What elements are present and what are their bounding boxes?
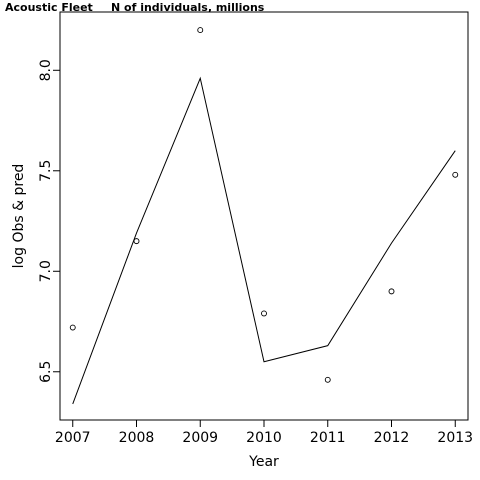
chart-title: Acoustic Fleet bbox=[5, 1, 93, 14]
series-layer bbox=[69, 27, 459, 405]
observed-point bbox=[261, 310, 267, 317]
y-tick-label: 7.5 bbox=[38, 160, 54, 182]
y-axis: 6.5 7.0 7.5 8.0 bbox=[38, 59, 60, 383]
plot-frame bbox=[59, 11, 469, 421]
x-tick-label: 2012 bbox=[374, 430, 410, 446]
observed-point bbox=[388, 288, 395, 295]
x-tick-label: 2007 bbox=[55, 430, 91, 446]
x-tick-label: 2008 bbox=[119, 430, 155, 446]
y-axis-label: log Obs & pred bbox=[11, 164, 27, 269]
x-axis: 2007 2008 2009 2010 2011 2012 2013 bbox=[55, 420, 473, 446]
observed-point bbox=[197, 27, 204, 34]
x-tick-label: 2009 bbox=[182, 430, 218, 446]
x-axis-label: Year bbox=[248, 454, 279, 470]
chart-subtitle: N of individuals, millions bbox=[111, 1, 265, 14]
x-tick-label: 2010 bbox=[246, 430, 282, 446]
y-tick-label: 8.0 bbox=[38, 59, 54, 81]
y-tick-label: 6.5 bbox=[38, 361, 54, 383]
observed-point bbox=[452, 171, 459, 178]
y-tick-label: 7.0 bbox=[38, 260, 54, 282]
observed-point bbox=[133, 238, 140, 245]
x-tick-label: 2011 bbox=[310, 430, 346, 446]
observed-point bbox=[324, 376, 331, 383]
observed-point bbox=[69, 324, 76, 331]
predicted-line bbox=[72, 76, 456, 405]
x-tick-label: 2013 bbox=[437, 430, 473, 446]
